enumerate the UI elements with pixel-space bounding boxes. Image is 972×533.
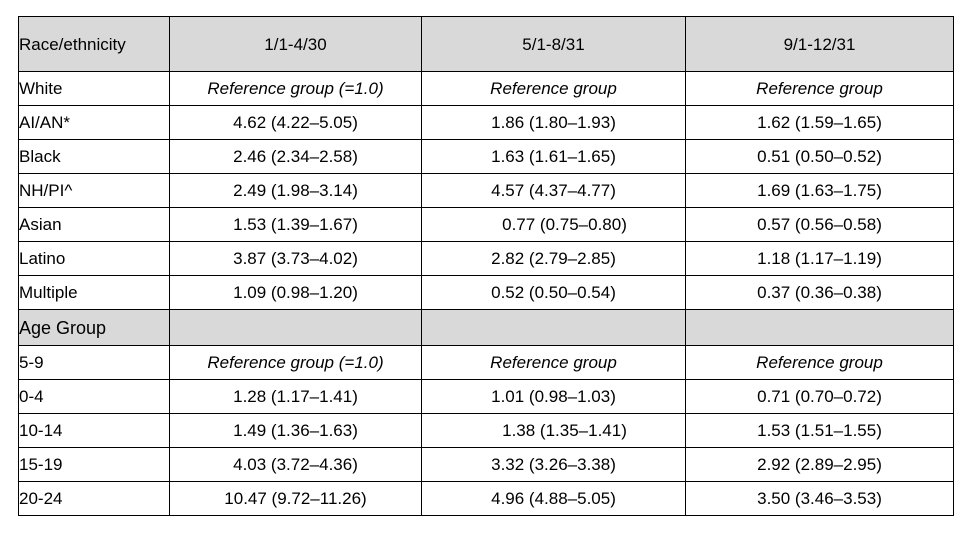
cell-value: 1.69 (1.63–1.75) xyxy=(685,173,954,208)
section-empty-cell xyxy=(421,309,686,346)
cell-value: Reference group (=1.0) xyxy=(169,345,422,380)
cell-value: 3.32 (3.26–3.38) xyxy=(421,447,686,482)
cell-value: Reference group xyxy=(685,71,954,106)
header-period-1: 1/1-4/30 xyxy=(169,16,422,72)
table-row: Asian 1.53 (1.39–1.67) 0.77 (0.75–0.80) … xyxy=(18,207,954,242)
row-label: 15-19 xyxy=(18,447,170,482)
cell-value: 1.53 (1.39–1.67) xyxy=(169,207,422,242)
cell-value: 3.87 (3.73–4.02) xyxy=(169,241,422,276)
cell-value: 1.62 (1.59–1.65) xyxy=(685,105,954,140)
table-row: 5-9 Reference group (=1.0) Reference gro… xyxy=(18,345,954,380)
row-label: NH/PI^ xyxy=(18,173,170,208)
data-table: Race/ethnicity 1/1-4/30 5/1-8/31 9/1-12/… xyxy=(18,16,954,516)
section-row-age-group: Age Group xyxy=(18,309,954,346)
cell-value: 2.92 (2.89–2.95) xyxy=(685,447,954,482)
header-period-3: 9/1-12/31 xyxy=(685,16,954,72)
table-row: 0-4 1.28 (1.17–1.41) 1.01 (0.98–1.03) 0.… xyxy=(18,379,954,414)
section-label: Age Group xyxy=(18,309,170,346)
row-label: Latino xyxy=(18,241,170,276)
row-label: AI/AN* xyxy=(18,105,170,140)
cell-value: 1.86 (1.80–1.93) xyxy=(421,105,686,140)
cell-value: 2.46 (2.34–2.58) xyxy=(169,139,422,174)
cell-value: 1.38 (1.35–1.41) xyxy=(421,413,686,448)
table-row: 15-19 4.03 (3.72–4.36) 3.32 (3.26–3.38) … xyxy=(18,447,954,482)
section-empty-cell xyxy=(685,309,954,346)
header-period-2: 5/1-8/31 xyxy=(421,16,686,72)
cell-value: 0.71 (0.70–0.72) xyxy=(685,379,954,414)
row-label: 5-9 xyxy=(18,345,170,380)
table-row: 20-24 10.47 (9.72–11.26) 4.96 (4.88–5.05… xyxy=(18,481,954,516)
cell-value: Reference group (=1.0) xyxy=(169,71,422,106)
header-race-ethnicity: Race/ethnicity xyxy=(18,16,170,72)
cell-value: 1.63 (1.61–1.65) xyxy=(421,139,686,174)
cell-value: 4.62 (4.22–5.05) xyxy=(169,105,422,140)
cell-value: 4.96 (4.88–5.05) xyxy=(421,481,686,516)
row-label: 0-4 xyxy=(18,379,170,414)
row-label: Black xyxy=(18,139,170,174)
cell-value: 2.82 (2.79–2.85) xyxy=(421,241,686,276)
cell-value: 0.37 (0.36–0.38) xyxy=(685,275,954,310)
cell-value: 1.49 (1.36–1.63) xyxy=(169,413,422,448)
table-row: Multiple 1.09 (0.98–1.20) 0.52 (0.50–0.5… xyxy=(18,275,954,310)
table-row: Black 2.46 (2.34–2.58) 1.63 (1.61–1.65) … xyxy=(18,139,954,174)
cell-value: Reference group xyxy=(421,71,686,106)
cell-value: 0.77 (0.75–0.80) xyxy=(421,207,686,242)
cell-value: 0.57 (0.56–0.58) xyxy=(685,207,954,242)
table-row: NH/PI^ 2.49 (1.98–3.14) 4.57 (4.37–4.77)… xyxy=(18,173,954,208)
table-row: AI/AN* 4.62 (4.22–5.05) 1.86 (1.80–1.93)… xyxy=(18,105,954,140)
cell-value: 4.03 (3.72–4.36) xyxy=(169,447,422,482)
cell-value: 1.09 (0.98–1.20) xyxy=(169,275,422,310)
table-row: Latino 3.87 (3.73–4.02) 2.82 (2.79–2.85)… xyxy=(18,241,954,276)
table-row: 10-14 1.49 (1.36–1.63) 1.38 (1.35–1.41) … xyxy=(18,413,954,448)
row-label: White xyxy=(18,71,170,106)
table-row: White Reference group (=1.0) Reference g… xyxy=(18,71,954,106)
cell-value: Reference group xyxy=(421,345,686,380)
cell-value: 1.53 (1.51–1.55) xyxy=(685,413,954,448)
cell-value: 2.49 (1.98–3.14) xyxy=(169,173,422,208)
cell-value: 0.51 (0.50–0.52) xyxy=(685,139,954,174)
section-empty-cell xyxy=(169,309,422,346)
cell-value: 3.50 (3.46–3.53) xyxy=(685,481,954,516)
cell-value: 1.28 (1.17–1.41) xyxy=(169,379,422,414)
row-label: 20-24 xyxy=(18,481,170,516)
cell-value: 10.47 (9.72–11.26) xyxy=(169,481,422,516)
row-label: Asian xyxy=(18,207,170,242)
cell-value: 1.01 (0.98–1.03) xyxy=(421,379,686,414)
cell-value: 4.57 (4.37–4.77) xyxy=(421,173,686,208)
row-label: Multiple xyxy=(18,275,170,310)
header-row: Race/ethnicity 1/1-4/30 5/1-8/31 9/1-12/… xyxy=(18,16,954,72)
cell-value: 0.52 (0.50–0.54) xyxy=(421,275,686,310)
cell-value: Reference group xyxy=(685,345,954,380)
row-label: 10-14 xyxy=(18,413,170,448)
cell-value: 1.18 (1.17–1.19) xyxy=(685,241,954,276)
